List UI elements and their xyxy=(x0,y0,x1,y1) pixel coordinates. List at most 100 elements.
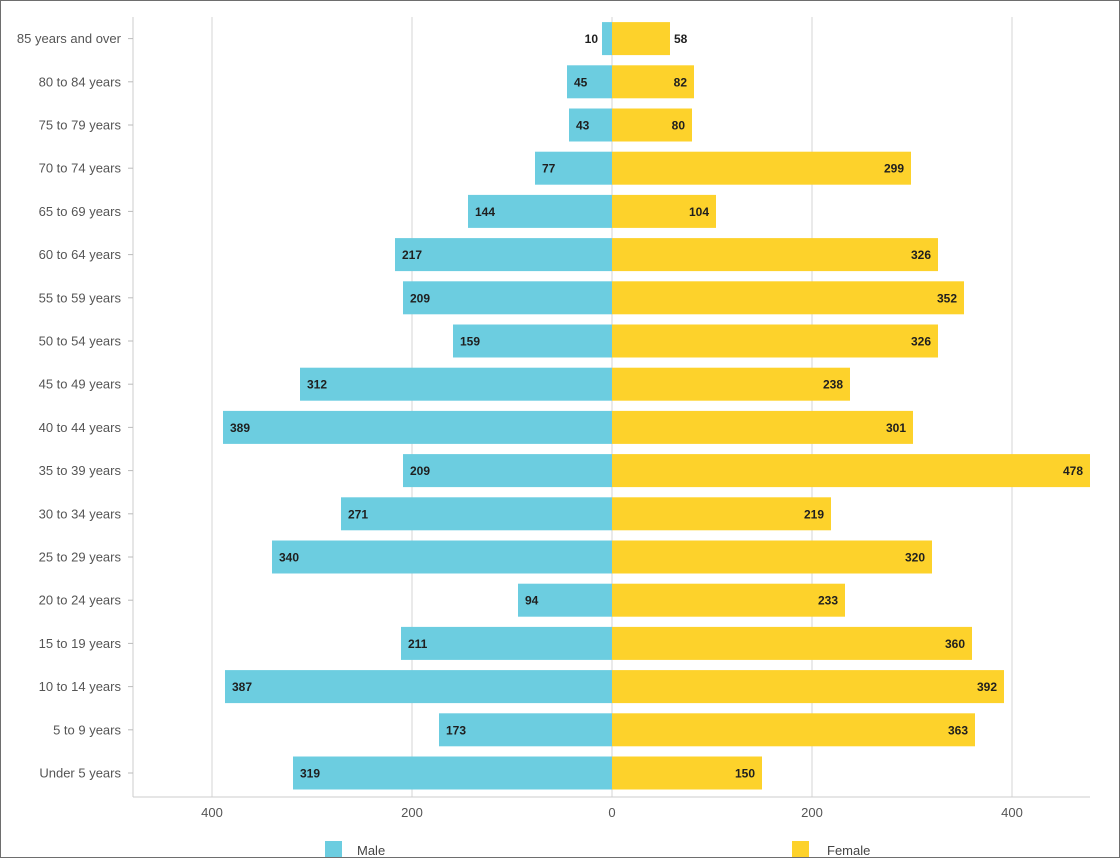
male-value-label: 45 xyxy=(574,75,588,89)
male-value-label: 43 xyxy=(576,119,590,133)
female-value-label: 80 xyxy=(672,119,686,133)
male-bar xyxy=(341,497,612,531)
male-bar xyxy=(453,324,612,358)
male-bar xyxy=(401,626,612,660)
male-value-label: 389 xyxy=(230,421,250,435)
female-bar xyxy=(612,238,938,272)
female-bar xyxy=(612,281,964,315)
category-label: 30 to 34 years xyxy=(39,506,122,521)
category-label: 5 to 9 years xyxy=(53,722,121,737)
category-label: 20 to 24 years xyxy=(39,593,122,608)
female-bar xyxy=(612,713,975,747)
male-bar xyxy=(535,151,612,185)
male-bar xyxy=(225,670,612,704)
male-value-label: 209 xyxy=(410,291,430,305)
male-bar xyxy=(272,540,612,574)
female-bar xyxy=(612,367,850,401)
male-bar xyxy=(518,583,612,617)
category-label: 65 to 69 years xyxy=(39,204,122,219)
category-label: 25 to 29 years xyxy=(39,550,122,565)
male-value-label: 94 xyxy=(525,594,539,608)
female-bar xyxy=(612,22,670,56)
male-bar xyxy=(403,454,612,488)
male-bar xyxy=(293,756,612,790)
category-label: 40 to 44 years xyxy=(39,420,122,435)
male-bar xyxy=(569,108,612,142)
male-value-label: 209 xyxy=(410,464,430,478)
x-tick-label: 200 xyxy=(401,805,423,820)
female-value-label: 58 xyxy=(674,32,688,46)
female-value-label: 326 xyxy=(911,335,931,349)
male-bar xyxy=(395,238,612,272)
male-bar xyxy=(223,410,612,444)
male-bar xyxy=(468,194,612,228)
legend-label: Male xyxy=(357,843,385,857)
female-bar xyxy=(612,65,694,99)
female-value-label: 392 xyxy=(977,680,997,694)
male-value-label: 271 xyxy=(348,507,368,521)
female-value-label: 238 xyxy=(823,378,843,392)
female-value-label: 326 xyxy=(911,248,931,262)
female-bar xyxy=(612,194,716,228)
x-tick-label: 0 xyxy=(608,805,615,820)
male-value-label: 77 xyxy=(542,162,556,176)
category-label: 75 to 79 years xyxy=(39,118,122,133)
legend-swatch xyxy=(792,841,809,857)
x-tick-label: 400 xyxy=(1001,805,1023,820)
female-bar xyxy=(612,670,1004,704)
female-value-label: 299 xyxy=(884,162,904,176)
male-value-label: 159 xyxy=(460,335,480,349)
male-bar xyxy=(567,65,612,99)
male-value-label: 319 xyxy=(300,767,320,781)
male-value-label: 173 xyxy=(446,723,466,737)
category-label: 50 to 54 years xyxy=(39,334,122,349)
category-label: 70 to 74 years xyxy=(39,161,122,176)
female-value-label: 150 xyxy=(735,767,755,781)
female-bar xyxy=(612,324,938,358)
female-value-label: 104 xyxy=(689,205,709,219)
male-value-label: 312 xyxy=(307,378,327,392)
female-bar xyxy=(612,454,1090,488)
male-value-label: 387 xyxy=(232,680,252,694)
male-value-label: 144 xyxy=(475,205,495,219)
female-bar xyxy=(612,108,692,142)
category-label: 45 to 49 years xyxy=(39,377,122,392)
female-bar xyxy=(612,626,972,660)
male-bar xyxy=(403,281,612,315)
female-bar xyxy=(612,497,831,531)
male-value-label: 340 xyxy=(279,551,299,565)
category-label: 60 to 64 years xyxy=(39,247,122,262)
female-value-label: 478 xyxy=(1063,464,1083,478)
category-label: 55 to 59 years xyxy=(39,290,122,305)
female-bar xyxy=(612,410,913,444)
female-value-label: 233 xyxy=(818,594,838,608)
category-label: 35 to 39 years xyxy=(39,463,122,478)
male-value-label: 10 xyxy=(585,32,599,46)
female-bar xyxy=(612,756,762,790)
female-value-label: 363 xyxy=(948,723,968,737)
female-bar xyxy=(612,151,911,185)
x-tick-label: 400 xyxy=(201,805,223,820)
male-bar xyxy=(602,22,612,56)
male-value-label: 217 xyxy=(402,248,422,262)
female-value-label: 301 xyxy=(886,421,906,435)
female-value-label: 82 xyxy=(674,75,688,89)
category-label: 85 years and over xyxy=(17,31,122,46)
x-tick-label: 200 xyxy=(801,805,823,820)
legend-label: Female xyxy=(827,843,870,857)
male-bar xyxy=(439,713,612,747)
female-value-label: 320 xyxy=(905,551,925,565)
female-bar xyxy=(612,583,845,617)
female-value-label: 360 xyxy=(945,637,965,651)
category-label: 80 to 84 years xyxy=(39,74,122,89)
male-value-label: 211 xyxy=(408,637,428,651)
female-value-label: 219 xyxy=(804,507,824,521)
female-bar xyxy=(612,540,932,574)
female-value-label: 352 xyxy=(937,291,957,305)
category-label: 15 to 19 years xyxy=(39,636,122,651)
legend-swatch xyxy=(325,841,342,857)
category-label: Under 5 years xyxy=(39,766,121,781)
male-bar xyxy=(300,367,612,401)
